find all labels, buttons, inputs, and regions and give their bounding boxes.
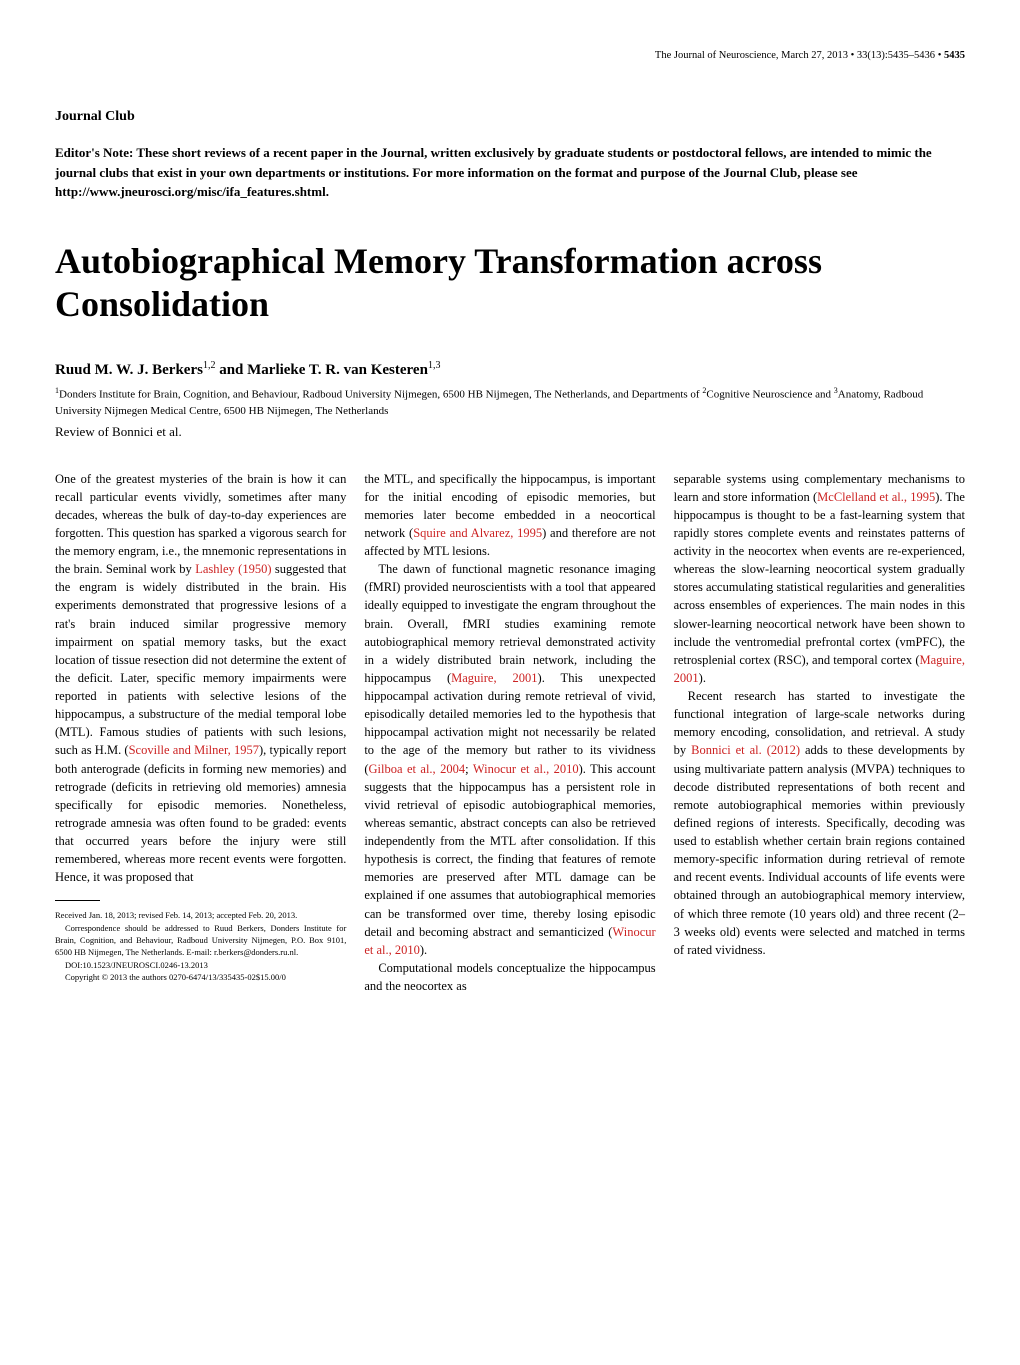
body-paragraph: One of the greatest mysteries of the bra…: [55, 470, 346, 887]
citation-link[interactable]: Lashley (1950): [195, 562, 271, 576]
body-paragraph: The dawn of functional magnetic resonanc…: [364, 560, 655, 959]
affiliations: 1Donders Institute for Brain, Cognition,…: [55, 385, 965, 420]
correspondence: Correspondence should be addressed to Ru…: [55, 922, 346, 959]
body-columns: One of the greatest mysteries of the bra…: [55, 470, 965, 996]
doi: DOI:10.1523/JNEUROSCI.0246-13.2013: [55, 959, 346, 971]
body-paragraph: the MTL, and specifically the hippocampu…: [364, 470, 655, 561]
article-title: Autobiographical Memory Transformation a…: [55, 240, 965, 326]
received-dates: Received Jan. 18, 2013; revised Feb. 14,…: [55, 909, 346, 921]
editors-note: Editor's Note: These short reviews of a …: [55, 143, 965, 202]
copyright: Copyright © 2013 the authors 0270-6474/1…: [55, 971, 346, 983]
journal-name: The Journal of Neuroscience, March 27, 2…: [655, 50, 848, 61]
review-of-line: Review of Bonnici et al.: [55, 424, 965, 440]
author-1-affil: 1,2: [203, 360, 216, 371]
column-1: One of the greatest mysteries of the bra…: [55, 470, 346, 996]
citation-link[interactable]: Maguire, 2001: [451, 671, 537, 685]
body-paragraph: Recent research has started to investiga…: [674, 687, 965, 959]
author-2: Marlieke T. R. van Kesteren: [247, 362, 428, 378]
footer-divider: [55, 900, 100, 901]
body-paragraph: separable systems using complementary me…: [674, 470, 965, 688]
citation-link[interactable]: Gilboa et al., 2004: [369, 762, 466, 776]
column-2: the MTL, and specifically the hippocampu…: [364, 470, 655, 996]
citation-link[interactable]: Squire and Alvarez, 1995: [413, 526, 542, 540]
author-2-affil: 1,3: [428, 360, 441, 371]
running-header: The Journal of Neuroscience, March 27, 2…: [55, 50, 965, 61]
author-1: Ruud M. W. J. Berkers: [55, 362, 203, 378]
section-heading: Journal Club: [55, 109, 965, 125]
citation-link[interactable]: Winocur et al., 2010: [473, 762, 579, 776]
citation-link[interactable]: McClelland et al., 1995: [817, 490, 935, 504]
authors-line: Ruud M. W. J. Berkers1,2 and Marlieke T.…: [55, 360, 965, 379]
column-3: separable systems using complementary me…: [674, 470, 965, 996]
page-number: 5435: [944, 50, 965, 61]
body-paragraph: Computational models conceptualize the h…: [364, 959, 655, 995]
volume-pages: 33(13):5435–5436: [857, 50, 935, 61]
citation-link[interactable]: Scoville and Milner, 1957: [129, 743, 259, 757]
citation-link[interactable]: Bonnici et al. (2012): [691, 743, 800, 757]
